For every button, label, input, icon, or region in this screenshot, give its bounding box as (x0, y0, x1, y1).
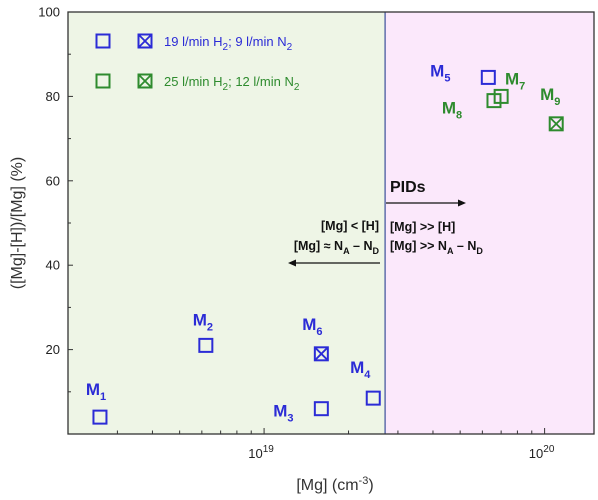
marker-square (137, 33, 153, 49)
y-tick-label: 80 (46, 89, 60, 104)
point-m8 (486, 93, 502, 109)
marker-square (137, 73, 153, 89)
marker-square (92, 409, 108, 425)
left-arrow-head (288, 259, 296, 267)
y-tick-label: 100 (38, 5, 60, 20)
y-tick-label: 20 (46, 342, 60, 357)
marker-square (313, 346, 329, 362)
point-label-m2: M2 (193, 310, 213, 333)
point-m1 (92, 409, 108, 425)
x-axis-label: [Mg] (cm-3) (296, 475, 373, 494)
point-m2 (198, 337, 214, 353)
legend-marker-crossed-2 (137, 73, 153, 89)
left-condition-2: [Mg] ≈ NA – ND (294, 239, 380, 256)
point-label-m8: M8 (442, 99, 462, 122)
marker-square (198, 337, 214, 353)
right-condition-1: [Mg] >> [H] (390, 220, 455, 234)
marker-square (95, 33, 111, 49)
marker-square (480, 69, 496, 85)
data-points: M1 M2 M3 M4 M5 M6 M7 M8 M9 (86, 61, 564, 425)
marker-cross-b (549, 116, 564, 131)
region-1 (68, 12, 386, 434)
pids-label: PIDs (390, 179, 426, 196)
marker-square (313, 401, 329, 417)
point-label-m7: M7 (505, 69, 525, 92)
point-m9 (548, 116, 564, 132)
shaded-regions (68, 12, 594, 434)
pids-arrow-head (458, 199, 466, 207)
point-label-m6: M6 (302, 315, 322, 338)
legend-marker-open-2 (95, 73, 111, 89)
legend: 19 l/min H2; 9 l/min N2 25 l/min H2; 12 l… (95, 33, 300, 93)
axis-labels: [Mg] (cm-3) ([Mg]-[H])/[Mg] (%) (9, 157, 374, 494)
y-tick-label: 60 (46, 173, 60, 188)
legend-marker-crossed-1 (137, 33, 153, 49)
point-m4 (365, 390, 381, 406)
point-label-m1: M1 (86, 380, 106, 403)
right-condition-2: [Mg] >> NA – ND (390, 239, 483, 256)
marker-cross-b (137, 73, 153, 89)
point-m3 (313, 401, 329, 417)
x-tick-label: 1020 (529, 444, 555, 461)
legend-label-1: 19 l/min H2; 9 l/min N2 (164, 34, 293, 53)
point-m6 (313, 346, 329, 362)
y-tick-label: 40 (46, 258, 60, 273)
marker-square (365, 390, 381, 406)
point-label-m9: M9 (540, 85, 560, 108)
point-label-m5: M5 (430, 61, 450, 84)
region-2 (385, 12, 594, 434)
point-m5 (480, 69, 496, 85)
annotations: PIDs [Mg] < [H] [Mg] ≈ NA – ND [Mg] >> [H] [… (288, 179, 483, 267)
legend-label-2: 25 l/min H2; 12 l/min N2 (164, 74, 300, 93)
marker-cross-b (314, 346, 329, 361)
y-axis-ticks: 20 40 60 80 100 (38, 5, 73, 393)
marker-square (95, 73, 111, 89)
legend-marker-open-1 (95, 33, 111, 49)
y-axis-label: ([Mg]-[H])/[Mg] (%) (9, 157, 26, 289)
marker-square (548, 116, 564, 132)
x-axis-ticks: 1019 1020 (67, 428, 555, 461)
point-label-m4: M4 (350, 358, 371, 381)
x-tick-label: 1019 (248, 444, 274, 461)
left-condition-1: [Mg] < [H] (321, 219, 379, 233)
marker-cross-b (137, 33, 153, 49)
point-label-m3: M3 (273, 402, 293, 425)
marker-square (486, 93, 502, 109)
